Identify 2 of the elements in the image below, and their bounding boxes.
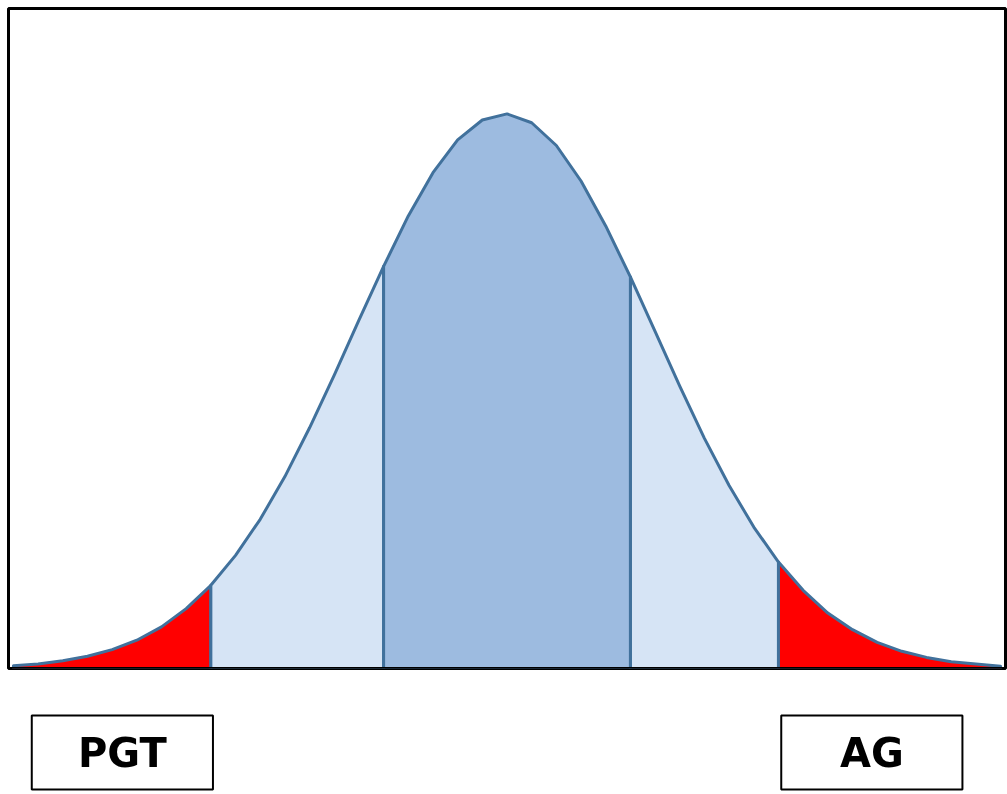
text: AG [839, 729, 904, 776]
text: PGT [77, 729, 168, 776]
